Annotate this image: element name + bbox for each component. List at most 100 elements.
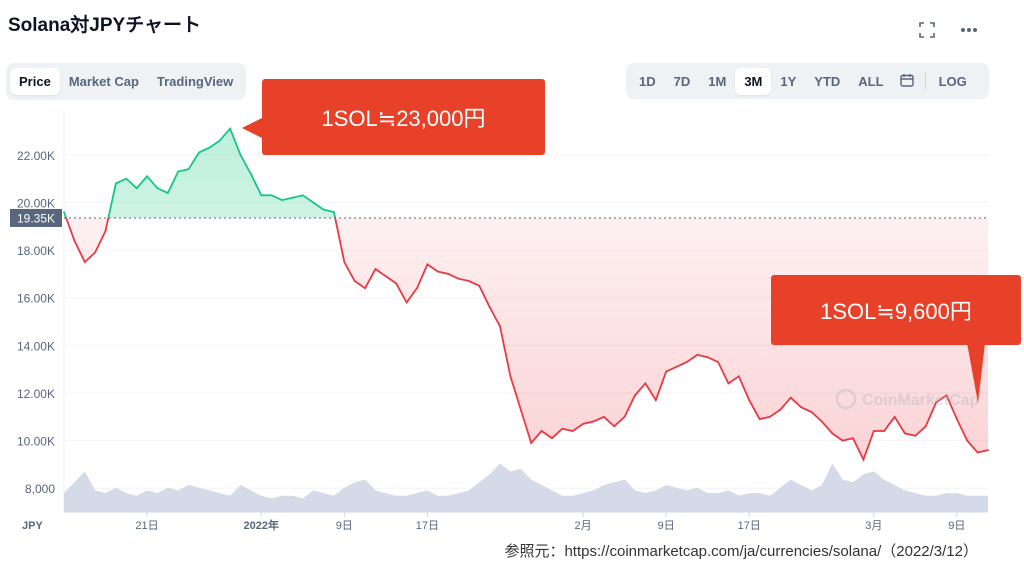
price-point [250,173,252,175]
price-point [291,196,294,199]
source-caption: 参照元：https://coinmarketcap.com/ja/currenc… [504,543,978,560]
price-point [509,375,512,378]
range-3m[interactable]: 3M [735,67,772,95]
x-tick-label: 9日 [336,520,353,532]
price-point [63,211,65,213]
price-point [312,201,315,204]
range-divider [924,72,926,90]
y-tick-label: 22.00K [17,149,55,163]
baseline-label: 19.35K [17,211,55,225]
price-point [924,425,927,428]
price-point [872,430,875,432]
y-tick-label: 12.00K [17,387,55,401]
price-point [686,361,688,363]
price-point [447,273,449,275]
price-point [218,139,221,142]
price-point [582,423,584,425]
price-point [146,175,149,178]
price-point [499,325,501,328]
price-point [769,415,771,418]
callout-high-pointer [242,117,264,139]
price-point [94,251,96,254]
price-point [810,411,813,413]
y-tick-label: 16.00K [17,292,55,306]
price-point [530,442,533,444]
price-point [187,168,190,171]
price-point [737,375,740,378]
price-point [104,230,107,232]
price-point [426,263,429,266]
tab-price[interactable]: Price [10,68,60,95]
price-point [333,211,335,213]
price-point [914,434,917,437]
calendar-icon[interactable] [893,67,921,96]
price-point [353,280,356,282]
watermark-text: CoinMarketCap [862,392,980,409]
price-point [478,284,481,287]
baseline-layer: 19.35K [10,208,988,227]
range-all[interactable]: ALL [858,73,884,89]
price-point [488,306,491,309]
price-point [395,282,398,285]
baseline-label-bg [10,208,62,227]
price-point [956,418,958,420]
price-point [374,268,377,270]
price-point [800,406,802,409]
y-tick-label: 20.00K [17,196,55,210]
price-point [166,192,169,194]
more-icon[interactable] [959,20,979,40]
price-point [821,420,823,423]
x-tick-label: 9日 [658,520,675,532]
range-1m[interactable]: 1M [708,73,727,89]
price-point [364,287,366,290]
tab-market-cap[interactable]: Market Cap [68,74,139,89]
volume-layer [64,463,988,512]
expand-icon[interactable] [917,20,937,40]
price-point [654,399,657,401]
price-point [665,370,668,373]
price-point [987,449,989,451]
x-tick-label: 2月 [575,520,592,532]
price-point [696,354,699,356]
price-point [717,361,719,363]
line-layer [63,126,989,462]
price-point [613,425,616,428]
price-point [468,280,470,282]
x-tick-label: 21日 [135,520,158,532]
y-tick-label: 8,000 [25,482,55,496]
range-ytd[interactable]: YTD [814,73,841,89]
price-point [115,182,117,185]
price-point [322,208,325,211]
x-tick-label: 2022年 [244,518,279,532]
price-point [229,127,232,130]
price-point [125,177,128,180]
price-point [644,382,647,385]
callout-low: 1SOL≒9,600円 [771,275,1021,403]
range-1d[interactable]: 1D [639,73,656,89]
price-point [603,415,605,418]
volume-area [64,463,988,512]
price-point [966,439,969,442]
x-tick-label: 9日 [948,520,965,532]
log-toggle[interactable]: LOG [938,73,967,89]
price-point [748,399,751,401]
price-point [945,394,948,397]
tab-tradingview[interactable]: TradingView [156,74,234,89]
range-1y[interactable]: 1Y [780,73,797,89]
price-point [73,239,76,242]
price-point [841,439,844,442]
price-point [405,301,408,304]
callout-high: 1SOL≒23,000円 [242,79,545,155]
price-point [301,194,304,197]
price-point [561,427,564,430]
price-line-up [63,126,337,218]
y-tick-label: 14.00K [17,339,55,353]
range-7d[interactable]: 7D [673,73,691,89]
price-point [343,261,346,263]
watermark-layer: CoinMarketCap [835,388,980,410]
currency-label: JPY [22,520,43,532]
price-point [260,194,263,197]
price-point [862,458,865,461]
page-title: Solana対JPYチャート [8,15,202,36]
price-point [457,277,460,280]
